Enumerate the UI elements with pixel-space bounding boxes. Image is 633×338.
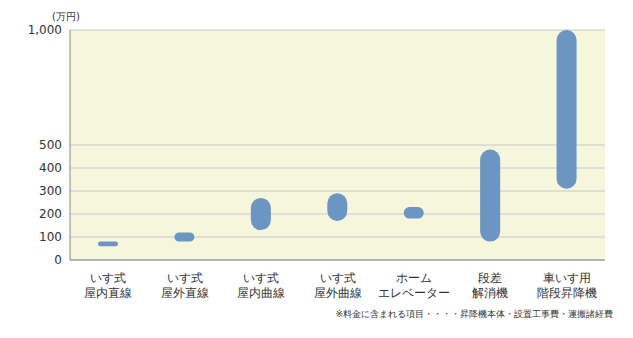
svg-text:いす式屋内直線: いす式屋内直線: [84, 271, 132, 300]
svg-text:いす式屋外曲線: いす式屋外曲線: [314, 271, 362, 300]
svg-text:200: 200: [39, 207, 62, 221]
svg-text:0: 0: [54, 253, 62, 267]
svg-text:100: 100: [39, 230, 62, 244]
html-text:(万円): (万円): [52, 11, 80, 22]
svg-text:いす式屋外直線: いす式屋外直線: [161, 271, 209, 300]
svg-text:300: 300: [39, 184, 62, 198]
svg-text:500: 500: [39, 138, 62, 152]
svg-text:いす式屋内曲線: いす式屋内曲線: [237, 271, 285, 300]
svg-text:段差解消機: 段差解消機: [472, 271, 508, 300]
svg-text:1,000: 1,000: [28, 23, 62, 37]
html-text:※料金に含まれる項目・・・・昇降機本体・設置工事費・運搬諸経: ※料金に含まれる項目・・・・昇降機本体・設置工事費・運搬諸経費: [335, 309, 613, 319]
svg-text:ホームエレベーター: ホームエレベーター: [378, 271, 450, 300]
svg-text:400: 400: [39, 161, 62, 175]
svg-text:車いす用階段昇降機: 車いす用階段昇降機: [537, 271, 597, 300]
